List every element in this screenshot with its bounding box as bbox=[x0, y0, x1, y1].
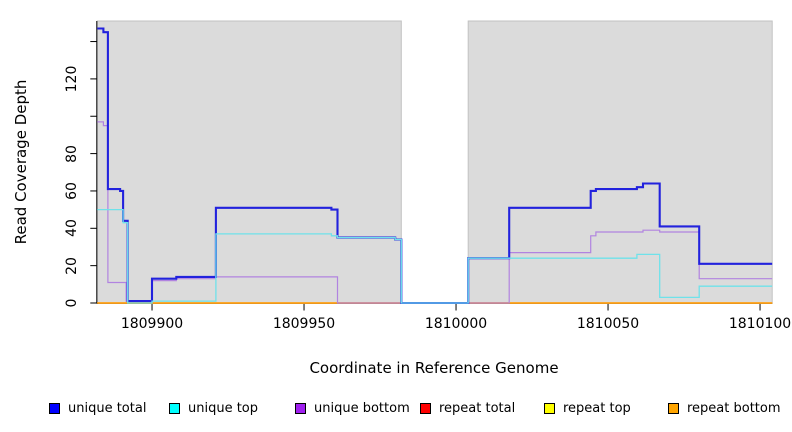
legend-label: repeat bottom bbox=[687, 400, 781, 416]
plot-background-left bbox=[96, 20, 402, 304]
legend-item-unique-top: unique top bbox=[169, 399, 258, 417]
y-tick-label: 120 bbox=[64, 65, 80, 93]
y-tick-label: 0 bbox=[64, 298, 80, 308]
series-unique-top bbox=[97, 208, 773, 304]
plot-background-right bbox=[467, 20, 773, 304]
y-tick-label: 80 bbox=[64, 144, 80, 163]
legend-swatch-icon bbox=[668, 402, 679, 414]
legend-item-unique-total: unique total bbox=[49, 399, 146, 417]
x-tick-label: 1809900 bbox=[120, 316, 184, 332]
x-tick-label: 1809950 bbox=[272, 316, 336, 332]
x-axis-title: Coordinate in Reference Genome bbox=[309, 359, 559, 377]
legend-item-repeat-bottom: repeat bottom bbox=[668, 399, 781, 417]
legend-label: repeat total bbox=[439, 400, 516, 416]
legend: unique total unique top unique bottom repea… bbox=[0, 399, 792, 419]
legend-swatch-icon bbox=[420, 402, 431, 414]
y-tick-label: 20 bbox=[64, 256, 80, 275]
legend-swatch-icon bbox=[49, 402, 60, 414]
y-axis-title: Read Coverage Depth bbox=[12, 79, 30, 245]
x-tick-label: 1810000 bbox=[424, 316, 488, 332]
x-tick-label: 1810100 bbox=[728, 316, 792, 332]
legend-label: repeat top bbox=[563, 400, 631, 416]
y-tick-label: 60 bbox=[64, 182, 80, 200]
legend-swatch-icon bbox=[295, 402, 306, 414]
series-unique-bottom bbox=[97, 121, 773, 304]
legend-item-unique-bottom: unique bottom bbox=[295, 399, 410, 417]
legend-item-repeat-top: repeat top bbox=[544, 399, 631, 417]
legend-label: unique top bbox=[188, 400, 259, 416]
y-tick-label: 40 bbox=[64, 219, 80, 238]
legend-item-repeat-total: repeat total bbox=[420, 399, 515, 417]
legend-label: unique bottom bbox=[314, 400, 410, 416]
x-tick-label: 1810050 bbox=[576, 316, 640, 332]
legend-swatch-icon bbox=[544, 402, 555, 414]
legend-swatch-icon bbox=[169, 402, 180, 414]
legend-label: unique total bbox=[68, 400, 147, 416]
